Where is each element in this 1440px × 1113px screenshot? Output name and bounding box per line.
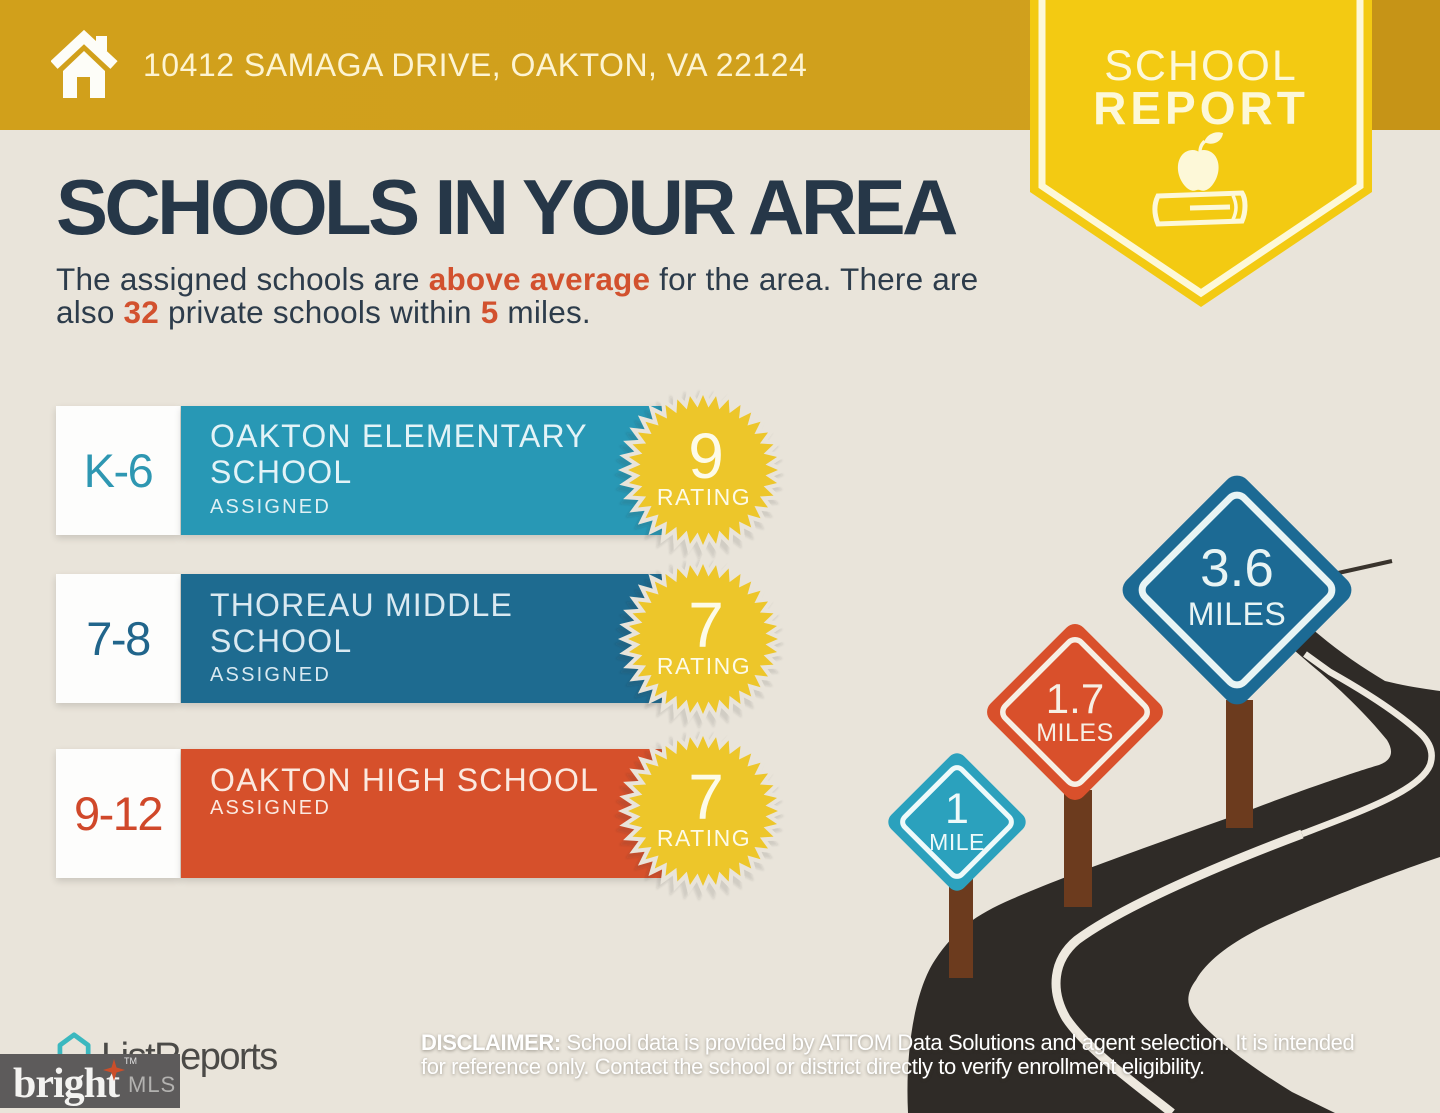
svg-text:1: 1 (945, 785, 969, 833)
svg-text:9: 9 (688, 420, 724, 492)
svg-text:RATING: RATING (657, 484, 751, 510)
svg-text:MILES: MILES (1036, 719, 1114, 747)
svg-text:1.7: 1.7 (1046, 675, 1104, 722)
svg-text:3.6: 3.6 (1200, 539, 1274, 598)
svg-text:REPORT: REPORT (1093, 82, 1309, 134)
svg-text:RATING: RATING (657, 825, 751, 851)
svg-text:RATING: RATING (657, 653, 751, 679)
svg-text:MILES: MILES (1188, 596, 1287, 632)
svg-text:MILE: MILE (929, 829, 985, 855)
svg-text:7: 7 (688, 761, 724, 833)
svg-text:SCHOOL: SCHOOL (1104, 42, 1298, 90)
svg-text:7: 7 (688, 589, 724, 661)
